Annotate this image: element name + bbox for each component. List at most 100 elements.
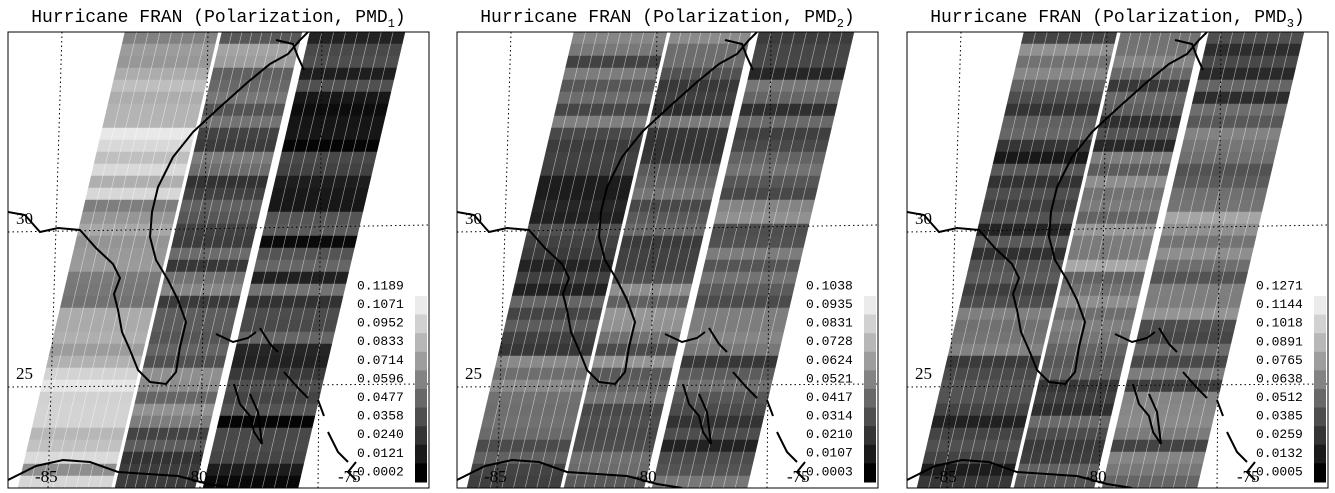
coastline — [327, 431, 349, 463]
latitude-label: 25 — [915, 364, 932, 383]
swath-column — [1023, 32, 1132, 488]
colorbar-label: 0.0002 — [357, 464, 404, 479]
swath-column — [734, 32, 843, 488]
colorbar-label: 0.1018 — [1256, 316, 1303, 331]
coastline — [1245, 461, 1256, 481]
colorbar-label: 0.0477 — [357, 390, 404, 405]
longitude-label: -85 — [484, 467, 507, 486]
swath-column — [593, 32, 702, 488]
swath-column — [583, 32, 692, 488]
coastline — [259, 327, 279, 353]
colorbar-step — [415, 370, 427, 390]
swath-column — [974, 32, 1083, 488]
colorbar-step — [1314, 389, 1326, 409]
coastline — [682, 383, 712, 445]
swath-column — [273, 32, 382, 488]
latitude-label: 30 — [465, 209, 482, 228]
swath-column — [1172, 32, 1281, 488]
swath-column — [184, 32, 293, 488]
title-suffix: ) — [1294, 8, 1305, 28]
colorbar-label: 0.0240 — [357, 427, 404, 442]
swath-column — [238, 32, 346, 488]
colorbar-label: 0.0765 — [1256, 353, 1303, 368]
swath-column — [1125, 32, 1234, 488]
colorbar-step — [415, 463, 427, 483]
colorbar-step — [415, 426, 427, 446]
swath-column — [986, 32, 1095, 488]
swath-column — [52, 32, 161, 488]
coastline — [233, 383, 263, 445]
swath-column — [1184, 32, 1293, 488]
colorbar-step — [864, 444, 876, 464]
swath-column — [513, 32, 621, 488]
coastline — [1182, 371, 1208, 399]
coastline — [457, 458, 683, 488]
swath-column — [99, 32, 207, 488]
panel-title: Hurricane FRAN (Polarization, PMD2) — [480, 8, 854, 31]
coastline — [1132, 383, 1162, 445]
swath-column — [75, 32, 184, 488]
map-panel: 30 25 -85 -80 -75 0.1189 0.1071 0.0952 0.0833 0.0… — [7, 31, 430, 489]
colorbar-step — [415, 351, 427, 371]
colorbar-label: 0.0358 — [357, 409, 404, 424]
swath-column — [1073, 32, 1182, 488]
colorbar-label: 0.0831 — [806, 316, 853, 331]
colorbar-step — [415, 333, 427, 353]
colorbar-label: 0.0714 — [357, 353, 404, 368]
coastline — [346, 461, 357, 481]
swath-column — [1083, 32, 1192, 488]
swath-column — [1113, 32, 1222, 488]
colorbar-step — [1314, 444, 1326, 464]
colorbar-step — [1314, 351, 1326, 371]
colorbar-label: 0.1144 — [1256, 297, 1303, 312]
swath-column — [722, 32, 831, 488]
swath-column — [699, 32, 807, 488]
swath-column — [928, 32, 1036, 488]
longitude-label: -80 — [634, 467, 657, 486]
swath-column — [663, 32, 772, 488]
map-area — [8, 32, 429, 488]
swath-column — [951, 32, 1060, 488]
colorbar-label: 0.1038 — [806, 278, 853, 293]
colorbar-step — [864, 351, 876, 371]
colorbar-step — [1314, 296, 1326, 316]
map-frame — [456, 31, 879, 489]
swath-column — [226, 32, 335, 488]
swath-column — [633, 32, 742, 488]
coastline — [776, 431, 798, 463]
colorbar-label: 0.0833 — [357, 334, 404, 349]
colorbar-label: 0.0521 — [806, 371, 853, 386]
map-panel: 30 25 -85 -80 -75 0.1271 0.1144 0.1018 0.0891 0.0… — [906, 31, 1329, 489]
colorbar-label: 0.0385 — [1256, 409, 1303, 424]
panel-title: Hurricane FRAN (Polarization, PMD1) — [31, 8, 405, 31]
swath-column — [262, 32, 370, 488]
colorbar-label: 0.0417 — [806, 390, 853, 405]
swath-column — [963, 32, 1071, 488]
swath-column — [285, 32, 394, 488]
swath-column — [144, 32, 253, 488]
colorbar-step — [864, 426, 876, 446]
swath-column — [64, 32, 172, 488]
colorbar-label: 0.0314 — [806, 409, 853, 424]
swath-column — [134, 32, 243, 488]
title-suffix: ) — [395, 8, 406, 28]
colorbar-step — [415, 296, 427, 315]
swath-column — [174, 32, 283, 488]
panel-title: Hurricane FRAN (Polarization, PMD3) — [930, 8, 1304, 31]
colorbar-step — [415, 314, 427, 334]
colorbar-label: 0.0512 — [1256, 390, 1303, 405]
swath-column — [1149, 32, 1257, 488]
coastline — [1114, 331, 1156, 344]
longitude-label: -80 — [185, 467, 208, 486]
swath-column — [489, 32, 598, 488]
coastline — [732, 371, 758, 399]
colorbar-step — [864, 314, 876, 334]
swath-column — [1161, 32, 1269, 488]
colorbar-label: 0.0891 — [1256, 334, 1303, 349]
swath-column — [939, 32, 1048, 488]
swath-column — [603, 32, 712, 488]
longitude-label: -85 — [934, 467, 957, 486]
swath-column — [1063, 32, 1172, 488]
colorbar-label: 0.0624 — [806, 353, 853, 368]
